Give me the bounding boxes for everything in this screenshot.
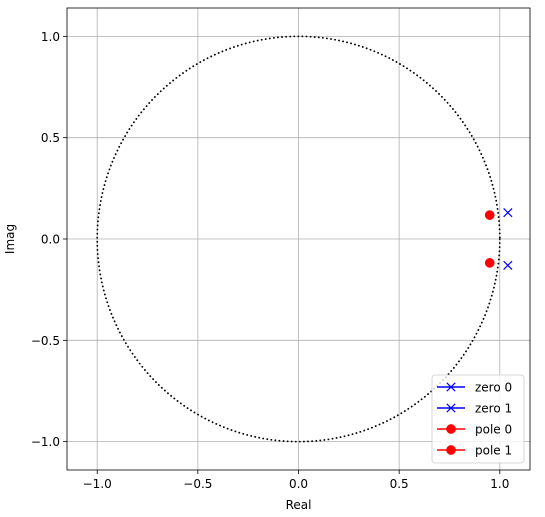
x-tick-label: 0.0 [289, 477, 308, 491]
y-tick-label: 0.5 [41, 131, 60, 145]
y-tick-label: 1.0 [41, 30, 60, 44]
data-points [484, 208, 513, 270]
legend-marker-stroke-b [446, 403, 456, 413]
zero-marker-0-stroke-b [503, 208, 513, 218]
x-tick-label: −0.5 [183, 477, 212, 491]
legend-marker [446, 382, 456, 392]
legend-label: zero 0 [475, 381, 512, 395]
legend-marker-stroke-b [446, 382, 456, 392]
unit-circle [96, 35, 501, 443]
x-tick-label: −1.0 [83, 477, 112, 491]
legend-label: pole 1 [475, 444, 512, 458]
zero-marker-1 [503, 260, 513, 270]
x-tick-label: 0.5 [390, 477, 409, 491]
legend-entry: pole 0 [437, 423, 512, 437]
legend-label: pole 0 [475, 423, 512, 437]
pole-marker-2 [484, 210, 495, 220]
legend-marker [446, 424, 456, 434]
legend-marker [446, 403, 456, 413]
x-axis-label: Real [286, 498, 312, 512]
y-tick-label: −0.5 [31, 334, 60, 348]
y-axis-label: Imag [3, 224, 17, 254]
y-tick-label: 0.0 [41, 233, 60, 247]
x-ticks: −1.0 −0.5 0.0 0.5 1.0 [83, 470, 509, 491]
legend-entry: zero 0 [437, 381, 512, 395]
y-tick-label: −1.0 [31, 435, 60, 449]
legend-label: zero 1 [475, 402, 512, 416]
legend: zero 0 zero 1 pole 0 pole 1 [431, 374, 525, 464]
legend-entry: zero 1 [437, 402, 512, 416]
pole-marker-3 [484, 258, 495, 268]
legend-box [431, 374, 525, 464]
zero-marker-1-stroke-b [503, 260, 513, 270]
x-tick-label: 1.0 [490, 477, 509, 491]
legend-entry: pole 1 [437, 444, 512, 458]
zero-marker-0 [503, 208, 513, 218]
y-ticks: −1.0 −0.5 0.0 0.5 1.0 [31, 30, 67, 449]
legend-marker [446, 445, 456, 455]
